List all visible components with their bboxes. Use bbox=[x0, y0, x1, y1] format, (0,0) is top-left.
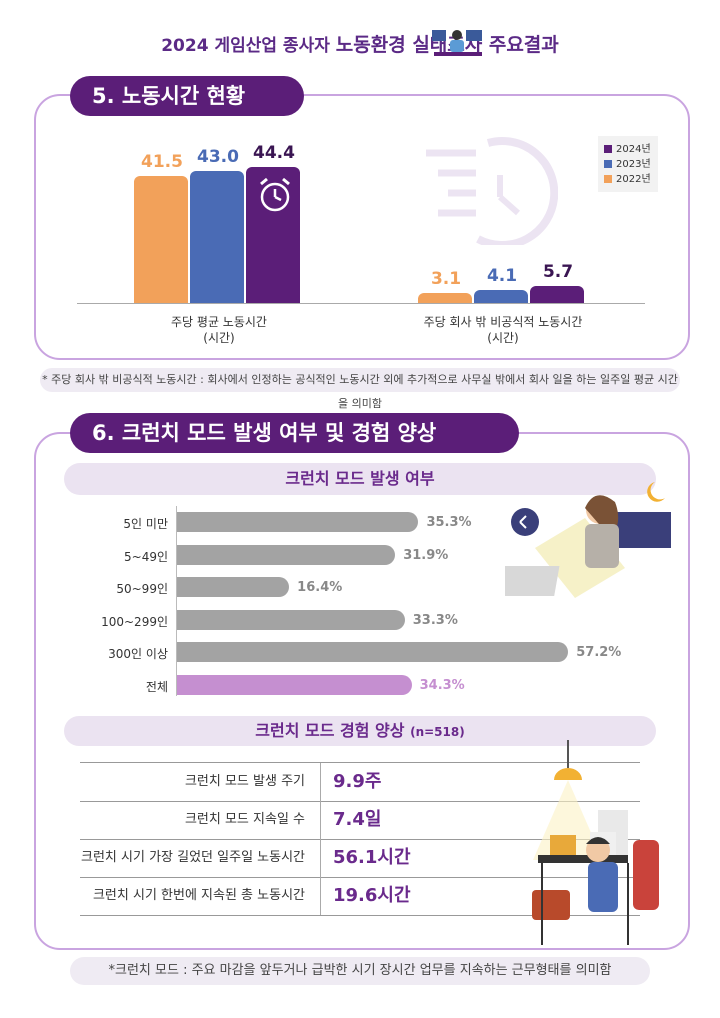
hbar bbox=[177, 674, 412, 695]
bar-value-label: 5.7 bbox=[542, 261, 574, 282]
tired-worker-illustration bbox=[505, 482, 671, 598]
section-6-footnote: *크런치 모드 : 주요 마감을 앞두거나 급박한 시기 장시간 업무를 지속하… bbox=[70, 957, 650, 985]
category-label: 100~299인 bbox=[101, 614, 168, 629]
category-label: 5~49인 bbox=[124, 549, 168, 564]
x-category-label: 주당 회사 밖 비공식적 노동시간 (시간) bbox=[423, 315, 583, 345]
bar-value-label: 3.1 bbox=[430, 269, 462, 290]
hbar bbox=[177, 642, 569, 662]
page-header: 2024 게임산업 종사자 노동환경 실태조사 주요결과 bbox=[0, 30, 720, 57]
bar-2022년-1 bbox=[418, 293, 472, 303]
bar-2023년-0 bbox=[190, 170, 244, 303]
section-5-frame bbox=[34, 94, 690, 360]
category-label: 5인 미만 bbox=[123, 517, 168, 531]
table-divider bbox=[320, 839, 321, 877]
hbar bbox=[177, 544, 396, 565]
worker-at-monitors-icon bbox=[432, 30, 482, 56]
crunch-occurrence-subtitle: 크런치 모드 발생 여부 bbox=[64, 463, 656, 495]
hbar-value-label: 31.9% bbox=[403, 547, 449, 563]
table-row-label: 크런치 시기 한번에 지속된 총 노동시간 bbox=[92, 888, 305, 903]
table-row-label: 크런치 모드 지속일 수 bbox=[184, 812, 305, 827]
working-hours-chart: 41.5 3.1 43.0 4.1 44.4 5.7 주당 평균 노동시간 (시간) 주당 회사… bbox=[0, 0, 720, 360]
legend-item: 2023년 bbox=[604, 159, 651, 171]
section-5-footnote: * 주당 회사 밖 비공식적 노동시간 : 회사에서 인정하는 공식적인 노동시… bbox=[40, 368, 680, 410]
hbar-value-label: 34.3% bbox=[419, 677, 465, 693]
bar-value-label: 43.0 bbox=[197, 146, 239, 167]
table-row-value: 56.1시간 bbox=[333, 847, 411, 868]
crunch-experience-subtitle: 크런치 모드 경험 양상 (n=518) bbox=[64, 716, 656, 746]
section-5-title: 5. 노동시간 현황 bbox=[70, 76, 304, 116]
crunch-occurrence-chart: 5인 미만 35.3% 5~49인 31.9% 50~99인 16.4% 100~299인 3… bbox=[101, 512, 622, 695]
category-label: 50~99인 bbox=[116, 582, 168, 596]
table-row-value: 9.9주 bbox=[333, 771, 382, 792]
header-prefix: 2024 게임산업 종사자 bbox=[161, 36, 330, 56]
hbar-value-label: 16.4% bbox=[297, 580, 343, 595]
hbar bbox=[177, 577, 290, 597]
category-label: 전체 bbox=[145, 679, 168, 694]
table-divider bbox=[320, 763, 321, 801]
legend-item: 2024년 bbox=[604, 144, 651, 156]
table-divider bbox=[320, 801, 321, 839]
hbar-value-label: 33.3% bbox=[412, 612, 458, 628]
table-row: 크런치 시기 한번에 지속된 총 노동시간 19.6시간 bbox=[80, 877, 640, 916]
bar-2024년-0 bbox=[246, 166, 300, 303]
hbar bbox=[177, 512, 419, 532]
legend-swatch bbox=[604, 175, 612, 183]
table-row-label: 크런치 모드 발생 주기 bbox=[184, 774, 305, 789]
table-row: 크런치 시기 가장 길었던 일주일 노동시간 56.1시간 bbox=[80, 839, 640, 878]
hbar-value-label: 35.3% bbox=[426, 515, 472, 530]
hbar-value-label: 57.2% bbox=[576, 645, 622, 660]
crunch-experience-title: 크런치 모드 경험 양상 bbox=[255, 721, 405, 740]
overworked-worker-illustration bbox=[532, 740, 659, 945]
category-label: 300인 이상 bbox=[108, 647, 168, 661]
alarm-clock-icon bbox=[260, 177, 290, 212]
legend-swatch bbox=[604, 145, 612, 153]
table-row-value: 19.6시간 bbox=[333, 885, 411, 906]
table-divider bbox=[320, 877, 321, 915]
hbar bbox=[177, 609, 405, 630]
section-6-title: 6. 크런치 모드 발생 여부 및 경험 양상 bbox=[70, 413, 519, 453]
header-main: 노동환경 실태조사 주요결과 bbox=[335, 34, 559, 56]
sample-size: (n=518) bbox=[410, 725, 465, 739]
table-row: 크런치 모드 발생 주기 9.9주 bbox=[80, 763, 640, 802]
bar-2022년-0 bbox=[134, 175, 188, 303]
bar-2024년-1 bbox=[530, 285, 584, 303]
clock-background-icon bbox=[426, 137, 558, 245]
x-category-label: 주당 평균 노동시간 (시간) bbox=[171, 315, 267, 345]
legend-item: 2022년 bbox=[604, 174, 651, 186]
chart2-axis-line bbox=[176, 506, 177, 696]
bar-value-label: 41.5 bbox=[141, 151, 183, 172]
bar-2023년-1 bbox=[474, 290, 528, 303]
chart1-baseline bbox=[77, 303, 645, 304]
table-row: 크런치 모드 지속일 수 7.4일 bbox=[80, 801, 640, 840]
legend-swatch bbox=[604, 160, 612, 168]
table-row-value: 7.4일 bbox=[333, 809, 382, 830]
bar-value-label: 44.4 bbox=[253, 142, 295, 163]
chart1-legend: 2024년 2023년 2022년 bbox=[598, 136, 658, 192]
table-top-border bbox=[80, 762, 640, 763]
table-row-label: 크런치 시기 가장 길었던 일주일 노동시간 bbox=[81, 850, 305, 865]
bar-value-label: 4.1 bbox=[486, 266, 518, 287]
